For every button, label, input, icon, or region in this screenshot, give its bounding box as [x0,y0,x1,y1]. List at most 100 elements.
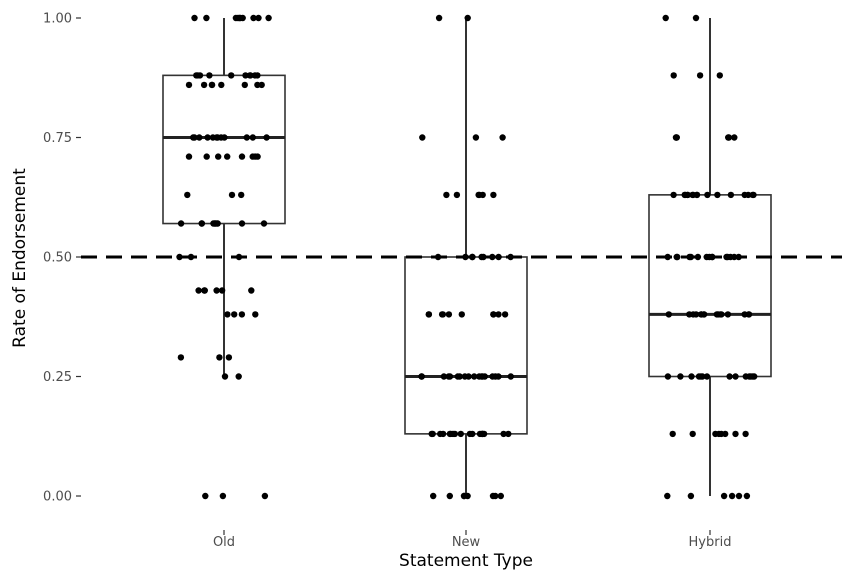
data-point-new [478,373,485,380]
data-point-old [214,220,221,227]
data-point-new [428,430,435,438]
data-point-new [453,191,461,199]
data-point-old [235,373,242,380]
data-point-hybrid [732,430,739,438]
data-point-old [194,72,201,79]
data-point-new [456,373,463,380]
data-point-old [196,134,203,141]
data-point-new [460,492,468,500]
data-point-new [435,14,443,22]
data-point-old [209,134,217,141]
y-tick-label: 0.00 [43,490,72,505]
data-point-hybrid [735,492,743,500]
data-point-old [201,287,208,294]
data-point-old [198,220,205,227]
data-point-new [464,14,471,22]
data-point-new [489,492,497,500]
data-point-old [248,287,255,294]
data-point-old [265,14,272,22]
data-point-hybrid [662,14,669,22]
data-point-new [447,430,454,438]
data-point-hybrid [673,253,680,261]
data-point-hybrid [703,373,711,380]
box-new [404,256,528,435]
data-point-hybrid [704,191,711,199]
data-point-old [238,191,245,199]
data-point-new [443,191,450,199]
data-point-hybrid [742,430,749,438]
data-point-hybrid [694,253,702,261]
data-point-old [213,287,220,294]
data-point-new [490,311,497,318]
x-tick-label: Old [213,535,235,550]
data-point-old [200,81,208,89]
data-point-hybrid [670,72,677,79]
data-point-old [225,354,233,361]
data-point-new [501,311,509,318]
data-point-old [190,134,197,141]
data-point-hybrid [732,373,739,380]
data-point-new [471,373,478,380]
data-point-hybrid [751,373,758,380]
data-point-new [505,430,512,438]
data-point-hybrid [687,492,695,500]
data-point-hybrid [693,191,701,199]
data-point-hybrid [684,191,691,199]
data-point-new [499,134,506,141]
data-point-new [489,373,496,380]
data-point-new [497,492,504,500]
data-point-new [490,191,497,199]
data-point-old [206,72,213,79]
data-point-old [204,134,211,141]
data-point-new [461,373,469,380]
y-axis-title: Rate of Endorsement [10,168,30,348]
data-point-old [208,81,216,89]
data-point-old [177,220,185,227]
data-point-new [446,492,453,500]
data-point-old [238,153,246,160]
data-point-old [202,492,209,500]
data-point-hybrid [724,311,732,318]
data-point-old [242,72,249,79]
data-point-hybrid [664,373,672,380]
data-point-old [191,14,198,22]
data-point-new [472,134,480,141]
data-point-hybrid [718,430,725,438]
data-point-old [260,220,268,227]
data-point-old [217,134,225,141]
data-point-old [203,153,210,160]
data-point-old [219,492,227,500]
box-old [162,74,286,225]
data-point-old [218,81,225,89]
data-point-hybrid [727,191,735,199]
data-point-hybrid [677,373,684,380]
data-point-old [203,14,210,22]
data-point-old [241,81,248,89]
data-point-hybrid [696,72,704,79]
data-point-new [500,430,507,438]
y-tick-label: 1.00 [43,12,72,27]
data-point-old [176,253,183,261]
data-point-hybrid [720,492,728,500]
data-point-hybrid [726,373,733,380]
data-point-old [185,81,193,89]
data-point-old [238,311,246,318]
data-point-hybrid [749,191,756,199]
data-point-old [195,287,202,294]
data-point-old [252,311,259,318]
data-point-old [177,354,185,361]
data-point-old [215,153,222,160]
data-point-hybrid [723,253,730,261]
data-point-new [457,430,464,438]
box-hybrid [648,194,772,378]
data-point-new [480,430,488,438]
data-point-old [185,153,193,160]
boxes-layer [162,18,772,496]
data-point-old [251,72,259,79]
points-layer [176,14,758,500]
data-point-old [239,14,246,22]
data-point-new [445,373,452,380]
data-point-old [218,287,226,294]
data-point-old [263,134,270,141]
